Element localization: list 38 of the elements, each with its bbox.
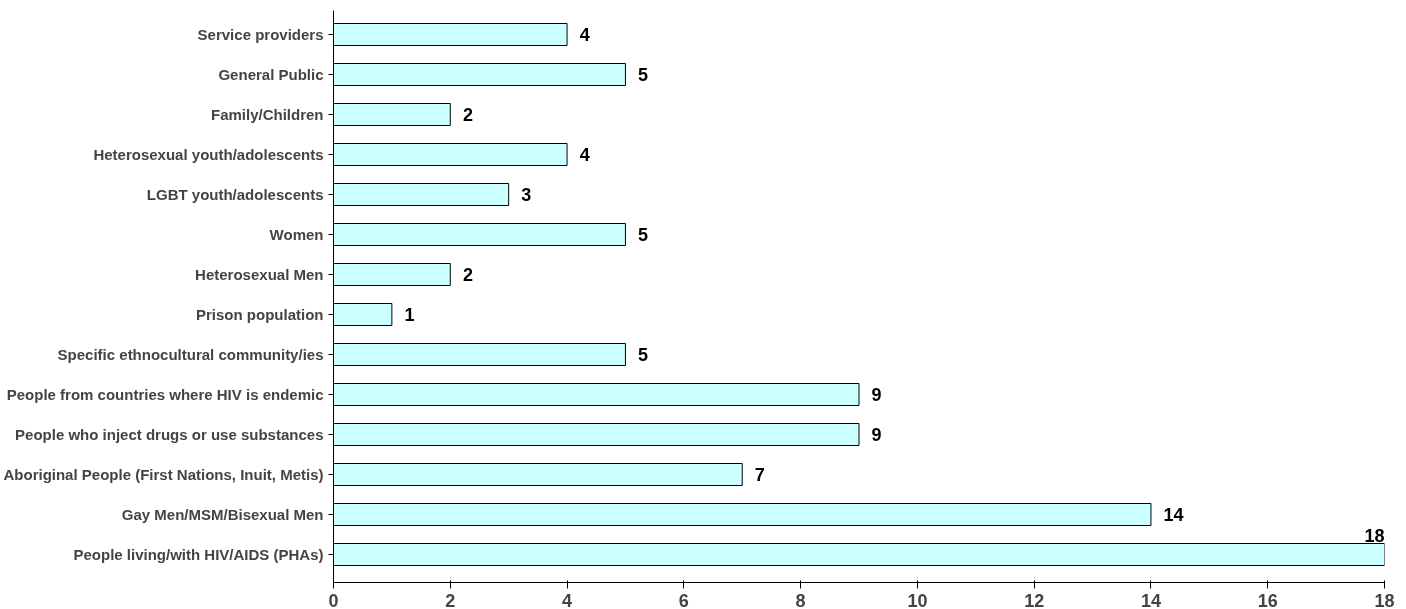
x-tick-label: 8: [795, 590, 806, 609]
y-tick-label: LGBT youth/adolescents: [146, 186, 324, 203]
y-tick-label: Aboriginal People (First Nations, Inuit, Metis): [3, 466, 324, 483]
data-label: 5: [638, 345, 649, 365]
data-label: 14: [1163, 505, 1184, 525]
data-label: 5: [638, 65, 649, 85]
y-tick-label: Prison population: [196, 306, 324, 323]
x-tick-label: 4: [562, 590, 573, 609]
x-tick-label: 14: [1140, 590, 1161, 609]
x-tick-label: 2: [445, 590, 456, 609]
data-label: 2: [462, 105, 473, 125]
data-label: 3: [521, 185, 532, 205]
data-label: 9: [871, 425, 882, 445]
y-tick-label: People from countries where HIV is endemic: [6, 386, 324, 403]
x-tick-label: 6: [678, 590, 689, 609]
y-tick-label: People living/with HIV/AIDS (PHAs): [73, 546, 324, 563]
data-label: 1: [404, 305, 415, 325]
data-label: 4: [579, 145, 590, 165]
y-tick-label: Heterosexual Men: [195, 266, 324, 283]
y-tick-label: General Public: [218, 66, 324, 83]
x-tick-label: 10: [907, 590, 928, 609]
y-tick-label: Service providers: [197, 26, 324, 43]
y-tick-label: Specific ethnocultural community/ies: [57, 346, 324, 363]
x-tick-label: 16: [1257, 590, 1278, 609]
y-tick-label: People who inject drugs or use substances: [15, 426, 324, 443]
x-tick-label: 0: [328, 590, 339, 609]
data-label: 9: [871, 385, 882, 405]
data-label: 4: [579, 25, 590, 45]
y-tick-label: Heterosexual youth/adolescents: [93, 146, 324, 163]
y-tick-label: Gay Men/MSM/Bisexual Men: [121, 506, 324, 523]
data-label: 5: [638, 225, 649, 245]
x-tick-label: 12: [1024, 590, 1045, 609]
data-label: 7: [754, 465, 765, 485]
data-label: 2: [462, 265, 473, 285]
y-tick-label: Family/Children: [210, 106, 324, 123]
data-label: 18: [1364, 525, 1385, 546]
x-tick-label: 18: [1374, 590, 1395, 609]
y-tick-label: Women: [269, 226, 324, 243]
